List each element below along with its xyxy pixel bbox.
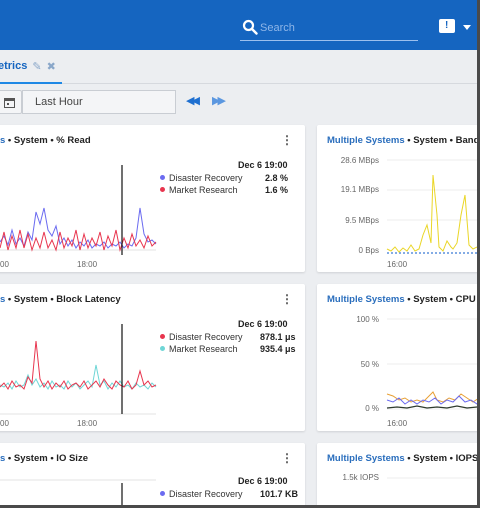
panel-title-rest: • System • Block Latency [5, 294, 121, 305]
x-tick: 18:00 [77, 419, 98, 428]
x-tick: 16:00 [387, 419, 408, 428]
legend-item: Disaster Recovery [160, 332, 243, 342]
tab-metrics[interactable]: etrics ✎ ✖ [0, 50, 62, 84]
legend-item: Market Research [160, 185, 238, 195]
legend-dot [160, 187, 165, 192]
chart-panel-bandwidth: Multiple Systems • System • Bandw 28.6 M… [317, 125, 480, 272]
legend-item: Disaster Recovery [160, 489, 243, 499]
y-tick: 0 Bps [358, 246, 379, 255]
close-icon[interactable]: ✖ [46, 60, 56, 73]
rewind-icon[interactable]: ◀◀ [186, 95, 200, 107]
panel-title-prefix[interactable]: s [0, 135, 6, 146]
iops-plot[interactable] [387, 473, 480, 493]
calendar-button[interactable] [0, 90, 22, 114]
panel-title: Multiple Systems • System • IOPS [327, 453, 479, 464]
legend-label: Disaster Recovery [169, 332, 243, 342]
top-bar: ! [0, 0, 477, 50]
cursor-date: Dec 6 19:00 [238, 476, 288, 486]
legend-value: 878.1 μs [260, 332, 296, 342]
legend-dot [160, 334, 165, 339]
panel-title: Multiple Systems • System • Bandw [327, 135, 480, 146]
more-options-icon[interactable]: ⋮ [281, 133, 293, 147]
time-toolbar: Last Hour ◀◀ ▶▶ [0, 84, 477, 120]
legend-item: Disaster Recovery [160, 173, 243, 183]
series-line-dark [386, 405, 477, 409]
y-tick: 0 % [365, 404, 379, 413]
y-tick: 9.5 MBps [345, 216, 379, 225]
x-tick: 00 [0, 260, 9, 269]
panel-title: s • System • IO Size [0, 453, 88, 464]
legend-dot [160, 491, 165, 496]
calendar-icon [3, 97, 15, 108]
panel-title: Multiple Systems • System • CPU Ut [327, 294, 480, 305]
tab-label[interactable]: etrics [0, 60, 28, 72]
alerts-icon[interactable]: ! [439, 19, 455, 33]
search-icon[interactable] [242, 19, 258, 35]
legend-dot [160, 346, 165, 351]
panel-title-prefix[interactable]: s [0, 453, 6, 464]
pencil-icon[interactable]: ✎ [32, 60, 42, 73]
series-line-red [0, 229, 157, 252]
panel-title: s • System • Block Latency [0, 294, 121, 305]
chart-panel-read: s • System • % Read ⋮ Dec 6 19:00 Disast… [0, 125, 305, 272]
panel-title-rest: • System • CPU Ut [404, 294, 480, 305]
panel-title-prefix[interactable]: Multiple Systems [327, 294, 405, 305]
y-tick: 19.1 MBps [340, 185, 379, 194]
legend-value: 101.7 KB [260, 489, 299, 499]
cpu-plot[interactable] [386, 314, 480, 414]
cursor-date: Dec 6 19:00 [238, 160, 288, 170]
tab-bar: etrics ✎ ✖ [0, 50, 477, 84]
chart-panel-iosize: s • System • IO Size ⋮ Dec 6 19:00 Disas… [0, 443, 305, 508]
series-line-blue [386, 395, 477, 405]
panel-title-prefix[interactable]: Multiple Systems [327, 453, 405, 464]
cursor-date: Dec 6 19:00 [238, 319, 288, 329]
x-tick: 16:00 [387, 260, 408, 269]
latency-plot[interactable] [0, 319, 157, 419]
legend-dot [160, 175, 165, 180]
series-line-cyan [0, 364, 157, 390]
legend-item: Market Research [160, 344, 238, 354]
series-line-blue [0, 207, 157, 249]
y-tick: 1.5k IOPS [342, 473, 379, 482]
legend-value: 935.4 μs [260, 344, 296, 354]
more-options-icon[interactable]: ⋮ [281, 451, 293, 465]
read-plot[interactable] [0, 160, 157, 260]
panel-title-rest: • System • IO Size [5, 453, 88, 464]
panel-title-prefix[interactable]: s [0, 294, 6, 305]
y-tick: 50 % [360, 360, 379, 369]
panel-title-rest: • System • % Read [5, 135, 91, 146]
legend-value: 2.8 % [264, 173, 288, 183]
legend-value: 1.6 % [264, 185, 288, 195]
x-tick: 00 [0, 419, 9, 428]
series-line-yellow [386, 174, 477, 253]
chart-panel-cpu: Multiple Systems • System • CPU Ut 100 %… [317, 284, 480, 431]
y-tick: 28.6 MBps [340, 156, 379, 165]
time-range-select[interactable]: Last Hour [22, 90, 176, 114]
x-tick: 18:00 [77, 260, 98, 269]
legend-label: Disaster Recovery [169, 173, 243, 183]
panel-title-rest: • System • IOPS [404, 453, 479, 464]
y-tick: 100 % [356, 315, 379, 324]
more-options-icon[interactable]: ⋮ [281, 292, 293, 306]
panel-title-rest: • System • Bandw [404, 135, 480, 146]
search-input[interactable] [260, 18, 410, 38]
chevron-down-icon[interactable] [463, 25, 471, 30]
fast-forward-icon[interactable]: ▶▶ [212, 95, 226, 107]
chart-panel-latency: s • System • Block Latency ⋮ Dec 6 19:00… [0, 284, 305, 431]
panel-title: s • System • % Read [0, 135, 91, 146]
panel-title-prefix[interactable]: Multiple Systems [327, 135, 405, 146]
iosize-plot[interactable] [0, 478, 156, 508]
chart-panel-iops: Multiple Systems • System • IOPS 1.5k IO… [317, 443, 480, 505]
legend-label: Market Research [169, 344, 238, 354]
bandwidth-plot[interactable] [386, 155, 480, 255]
legend-label: Disaster Recovery [169, 489, 243, 499]
series-line-red [0, 340, 157, 390]
legend-label: Market Research [169, 185, 238, 195]
search-box[interactable] [240, 17, 418, 41]
